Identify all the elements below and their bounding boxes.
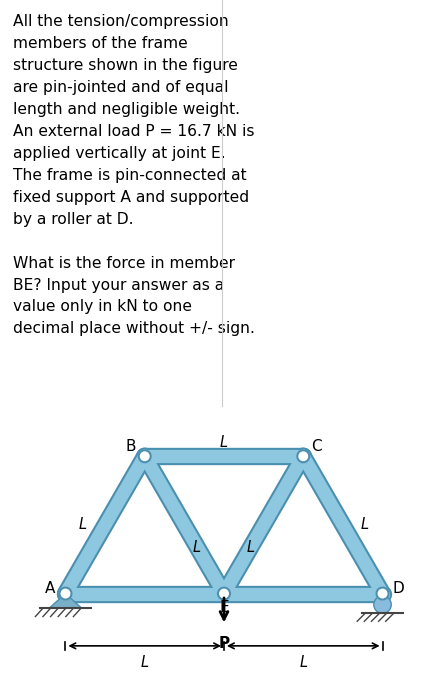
Circle shape (218, 587, 230, 600)
Text: L: L (141, 654, 149, 670)
Text: L: L (79, 517, 87, 533)
Circle shape (60, 587, 72, 600)
Polygon shape (50, 594, 82, 608)
Text: A: A (44, 581, 55, 596)
Text: L: L (361, 517, 369, 533)
Text: L: L (193, 540, 201, 554)
Text: C: C (310, 440, 321, 454)
Text: E: E (219, 601, 229, 615)
Text: L: L (299, 654, 307, 670)
Text: L: L (247, 540, 255, 554)
Circle shape (297, 450, 309, 462)
Text: B: B (125, 440, 136, 454)
Circle shape (374, 596, 391, 613)
Circle shape (139, 450, 151, 462)
Text: L: L (220, 435, 228, 449)
Text: D: D (392, 581, 404, 596)
Text: P: P (219, 636, 229, 650)
Circle shape (376, 587, 388, 600)
Text: All the tension/compression
members of the frame
structure shown in the figure
a: All the tension/compression members of t… (13, 14, 255, 337)
